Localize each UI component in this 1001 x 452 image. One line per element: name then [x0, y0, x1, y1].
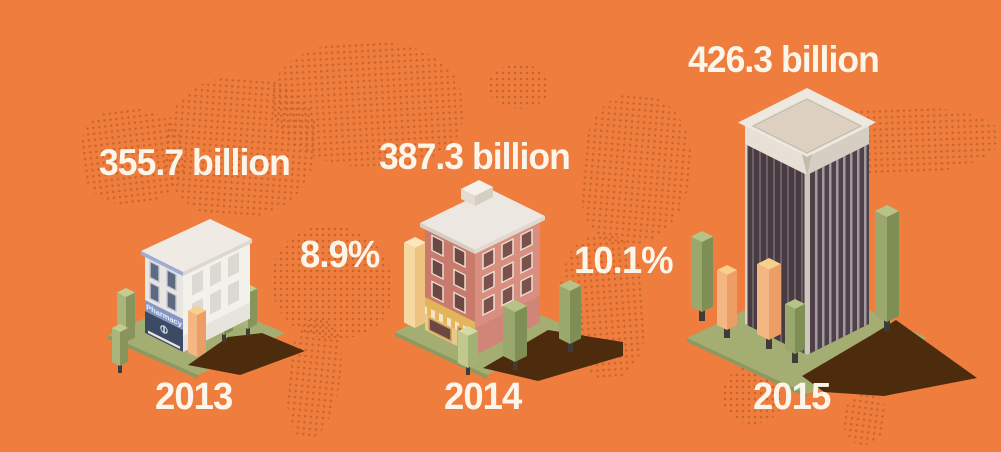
tree	[691, 231, 713, 321]
value-label-2015: 426.3 billion	[688, 39, 880, 80]
tree	[503, 300, 527, 370]
map-dots-blob	[488, 64, 550, 109]
year-label-2014: 2014	[444, 376, 522, 418]
roof	[420, 189, 545, 250]
map-dots-blob	[272, 226, 392, 338]
value-label-2013: 355.7 billion	[99, 142, 291, 183]
building-shadow	[802, 320, 977, 396]
roof	[141, 219, 252, 272]
growth-label-2014-2015: 10.1%	[574, 240, 674, 282]
tree	[875, 205, 899, 331]
building-2015-illustration	[687, 88, 977, 398]
building-2013-illustration: Pharmacy	[108, 219, 305, 379]
map-dots-blob	[839, 390, 891, 448]
building-shadow	[188, 333, 305, 375]
value-label-2014: 387.3 billion	[379, 136, 571, 177]
growth-label-2013-2014: 8.9%	[300, 234, 380, 276]
tree	[559, 280, 581, 352]
tree	[785, 299, 805, 363]
peach-block	[717, 265, 737, 338]
tree	[112, 324, 128, 373]
year-label-2015: 2015	[753, 376, 831, 418]
peach-block	[188, 306, 206, 357]
pharmacy-building: Pharmacy	[141, 219, 252, 352]
peach-block	[404, 237, 426, 328]
tree	[458, 326, 478, 375]
building-2014-illustration	[395, 180, 623, 381]
peach-block	[757, 258, 781, 349]
year-label-2013: 2013	[155, 376, 233, 418]
